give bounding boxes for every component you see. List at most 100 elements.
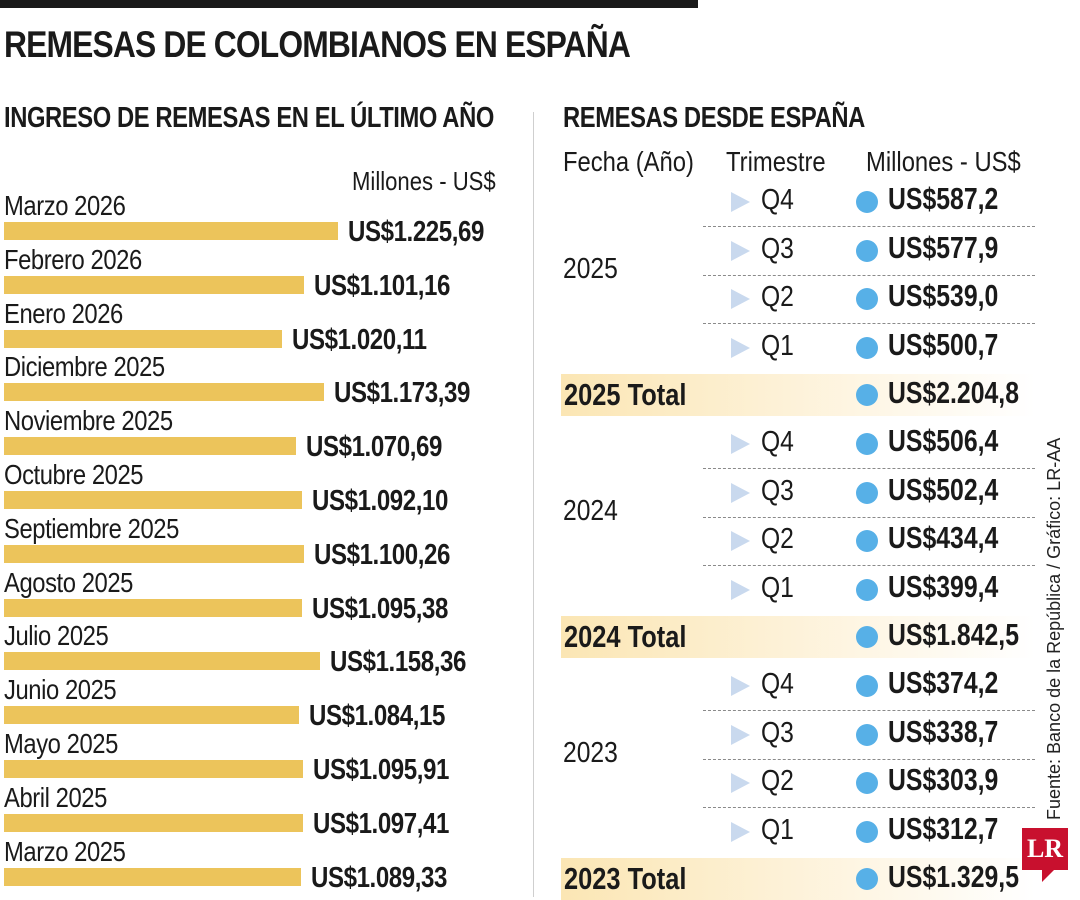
bar-category-label: Febrero 2026 bbox=[4, 243, 142, 275]
triangle-marker-icon bbox=[731, 676, 750, 696]
lr-logo-tail bbox=[1042, 870, 1054, 882]
quarter-row: Q2 US$303,9 bbox=[703, 759, 1035, 808]
column-header-value: Millones - US$ bbox=[866, 146, 1021, 177]
bar-row: Noviembre 2025 US$1.070,69 bbox=[0, 405, 530, 463]
quarter-value: US$577,9 bbox=[888, 229, 999, 265]
triangle-marker-icon bbox=[731, 240, 750, 261]
bar-value-label: US$1.101,16 bbox=[314, 269, 451, 302]
bar-category-label: Junio 2025 bbox=[4, 674, 117, 706]
dot-marker-icon bbox=[856, 481, 878, 504]
year-total-label: 2023 Total bbox=[564, 861, 687, 896]
bar-row: Marzo 2026 US$1.225,69 bbox=[0, 190, 530, 248]
triangle-marker-icon bbox=[731, 289, 750, 309]
column-header-year: Fecha (Año) bbox=[563, 146, 694, 177]
bar bbox=[4, 275, 305, 294]
quarter-row: Q4 US$587,2 bbox=[703, 178, 1035, 227]
bar bbox=[4, 222, 338, 240]
bar-value-label: US$1.158,36 bbox=[329, 646, 466, 679]
bar-row: Agosto 2025 US$1.095,38 bbox=[0, 566, 530, 625]
bar-row: Febrero 2026 US$1.101,16 bbox=[0, 243, 530, 302]
dot-marker-icon bbox=[856, 384, 878, 406]
quarter-value: US$434,4 bbox=[888, 520, 999, 555]
quarter-row: Q1 US$312,7 bbox=[703, 808, 1035, 856]
dot-marker-icon bbox=[856, 820, 878, 843]
bar bbox=[4, 491, 302, 509]
dot-marker-icon bbox=[856, 433, 878, 455]
year-total-value: US$1.329,5 bbox=[888, 859, 1019, 894]
year-total-row: 2023 Total US$1.329,5 bbox=[561, 858, 1035, 900]
bar-category-label: Enero 2026 bbox=[4, 297, 123, 329]
triangle-marker-icon bbox=[731, 579, 750, 600]
bar-row: Septiembre 2025 US$1.100,26 bbox=[0, 512, 530, 571]
main-title: REMESAS DE COLOMBIANOS EN ESPAÑA bbox=[4, 24, 631, 65]
quarter-label: Q1 bbox=[761, 813, 794, 846]
triangle-marker-icon bbox=[731, 821, 750, 842]
quarter-row: Q3 US$502,4 bbox=[703, 469, 1035, 518]
quarter-value: US$374,2 bbox=[888, 665, 999, 700]
bar bbox=[4, 760, 303, 778]
quarter-label: Q2 bbox=[761, 281, 794, 313]
bar-row: Abril 2025 US$1.097,41 bbox=[0, 782, 530, 840]
top-rule bbox=[0, 0, 698, 8]
triangle-marker-icon bbox=[731, 337, 750, 358]
bar-value-label: US$1.225,69 bbox=[348, 216, 484, 248]
column-header-quarter: Trimestre bbox=[726, 146, 826, 177]
bar bbox=[4, 329, 282, 348]
dot-marker-icon bbox=[856, 191, 878, 213]
year-total-row: 2024 Total US$1.842,5 bbox=[561, 616, 1035, 658]
quarter-row: Q3 US$338,7 bbox=[703, 711, 1035, 760]
bar-value-label: US$1.092,10 bbox=[311, 485, 448, 517]
quarter-value: US$502,4 bbox=[888, 471, 999, 507]
dot-marker-icon bbox=[856, 530, 878, 552]
triangle-marker-icon bbox=[731, 434, 750, 454]
quarter-label: Q4 bbox=[761, 184, 794, 216]
quarter-label: Q1 bbox=[761, 329, 794, 362]
quarter-value: US$303,9 bbox=[888, 762, 999, 797]
bar-value-label: US$1.173,39 bbox=[333, 377, 470, 410]
bar-value-label: US$1.084,15 bbox=[309, 700, 446, 733]
dot-marker-icon bbox=[856, 868, 878, 890]
year-total-label: 2025 Total bbox=[564, 377, 687, 412]
dot-marker-icon bbox=[856, 578, 878, 601]
bar-row: Enero 2026 US$1.020,11 bbox=[0, 297, 530, 356]
bar bbox=[4, 652, 320, 671]
bar-category-label: Septiembre 2025 bbox=[4, 512, 179, 544]
bar-value-label: US$1.097,41 bbox=[313, 807, 449, 840]
dot-marker-icon bbox=[856, 675, 878, 697]
bar-category-label: Diciembre 2025 bbox=[4, 351, 165, 383]
bar-value-label: US$1.089,33 bbox=[310, 861, 447, 894]
dot-marker-icon bbox=[856, 626, 878, 648]
bar-category-label: Marzo 2026 bbox=[4, 190, 126, 221]
bar-category-label: Noviembre 2025 bbox=[4, 405, 173, 437]
bar bbox=[4, 813, 304, 832]
quarter-value: US$587,2 bbox=[888, 181, 999, 216]
dot-marker-icon bbox=[856, 239, 878, 262]
bar bbox=[4, 437, 296, 456]
year-label: 2024 bbox=[563, 495, 618, 527]
bar-category-label: Agosto 2025 bbox=[4, 566, 133, 598]
bar bbox=[4, 544, 304, 563]
quarter-value: US$312,7 bbox=[888, 810, 999, 846]
year-total-row: 2025 Total US$2.204,8 bbox=[561, 374, 1035, 416]
dot-marker-icon bbox=[856, 336, 878, 359]
dot-marker-icon bbox=[856, 288, 878, 310]
quarter-label: Q3 bbox=[761, 232, 794, 265]
triangle-marker-icon bbox=[731, 724, 750, 745]
year-total-value: US$2.204,8 bbox=[888, 375, 1019, 410]
bar-row: Julio 2025 US$1.158,36 bbox=[0, 620, 530, 678]
quarter-label: Q3 bbox=[761, 716, 794, 749]
quarter-value: US$338,7 bbox=[888, 713, 999, 749]
year-total-value: US$1.842,5 bbox=[888, 617, 1019, 652]
bar-category-label: Marzo 2025 bbox=[4, 835, 126, 867]
bar-row: Mayo 2025 US$1.095,91 bbox=[0, 728, 530, 786]
bar-value-label: US$1.100,26 bbox=[313, 538, 450, 571]
bar-category-label: Octubre 2025 bbox=[4, 459, 144, 490]
bar bbox=[4, 383, 324, 402]
bar-value-label: US$1.095,91 bbox=[312, 754, 449, 786]
bar bbox=[4, 706, 300, 725]
quarter-value: US$506,4 bbox=[888, 423, 999, 458]
quarter-label: Q2 bbox=[761, 523, 794, 555]
triangle-marker-icon bbox=[731, 773, 750, 793]
left-chart-title: INGRESO DE REMESAS EN EL ÚLTIMO AÑO bbox=[4, 102, 494, 134]
bar-category-label: Mayo 2025 bbox=[4, 728, 118, 759]
